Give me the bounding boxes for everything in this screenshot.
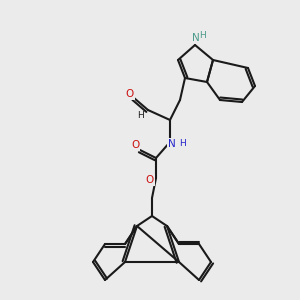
- Text: O: O: [131, 140, 139, 150]
- Text: N: N: [168, 139, 176, 149]
- Text: H: H: [200, 31, 206, 40]
- Text: O: O: [126, 89, 134, 99]
- Text: O: O: [146, 175, 154, 185]
- Text: N: N: [192, 33, 200, 43]
- Text: H: H: [136, 112, 143, 121]
- Text: H: H: [178, 140, 185, 148]
